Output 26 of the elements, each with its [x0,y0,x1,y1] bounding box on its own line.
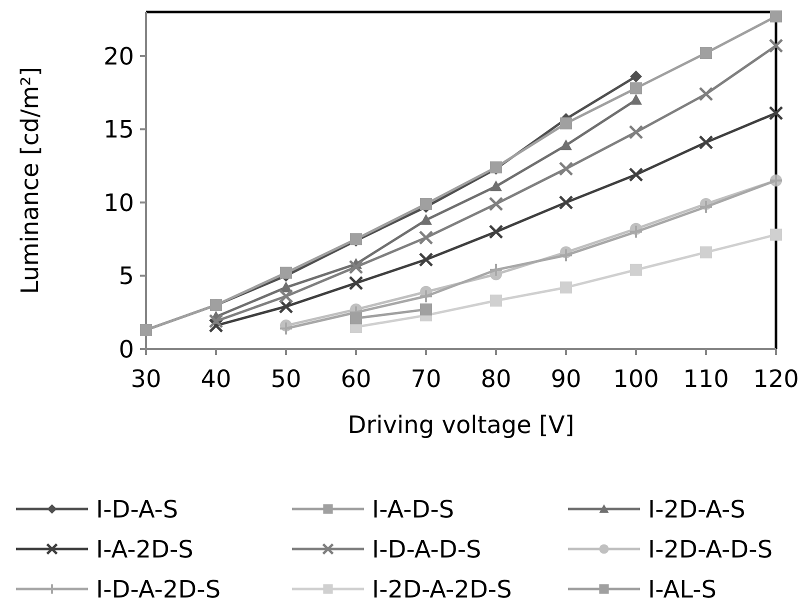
legend-label: I-A-D-S [372,495,454,524]
x-tick-label: 60 [340,365,372,393]
legend-label: I-D-A-S [96,495,178,524]
y-tick-label: 15 [103,116,134,144]
x-tick-label: 120 [753,365,799,393]
legend-label: I-2D-A-D-S [648,535,773,564]
y-axis-title: Luminance [cd/m²] [16,66,44,294]
x-axis-title: Driving voltage [V] [348,411,574,439]
x-tick-label: 80 [480,365,512,393]
x-tick-label: 70 [410,365,442,393]
legend-label: I-AL-S [648,575,716,604]
y-tick-label: 20 [103,42,134,70]
y-tick-label: 10 [103,188,134,217]
x-tick-label: 100 [613,365,659,393]
legend-label: I-2D-A-2D-S [372,575,512,604]
x-tick-label: 40 [200,365,232,393]
x-tick-label: 110 [683,365,729,393]
x-tick-label: 50 [270,365,302,393]
y-tick-label: 5 [118,262,134,290]
x-tick-label: 90 [550,365,582,393]
legend-label: I-D-A-2D-S [96,575,221,604]
legend-label: I-A-2D-S [96,535,194,564]
x-tick-label: 30 [130,365,162,393]
legend-label: I-2D-A-S [648,495,746,524]
legend-label: I-D-A-D-S [372,535,482,564]
y-tick-label: 0 [118,335,134,364]
